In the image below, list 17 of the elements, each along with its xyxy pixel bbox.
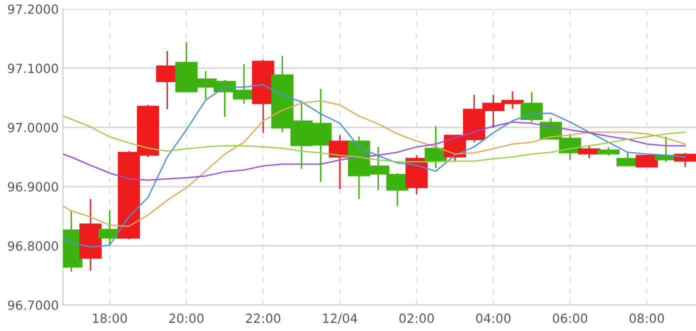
y-tick-label: 97.2000 — [8, 4, 58, 14]
x-tick-label: 22:00 — [246, 314, 280, 324]
candlestick — [674, 152, 696, 168]
x-tick-label: 06:00 — [552, 314, 588, 324]
x-tick-label: 04:00 — [476, 314, 510, 324]
x-tick-label: 18:00 — [93, 314, 127, 324]
candlestick — [636, 154, 658, 168]
x-tick-label: 02:00 — [399, 314, 434, 324]
y-tick-label: 97.1000 — [8, 64, 58, 74]
y-tick-label: 96.9000 — [8, 182, 58, 192]
y-tick-label: 96.7000 — [8, 300, 58, 310]
y-tick-label: 97.0000 — [8, 122, 58, 132]
y-tick-label: 96.8000 — [8, 241, 58, 251]
x-tick-label: 08:00 — [630, 314, 664, 324]
x-tick-label: 12/04 — [323, 314, 358, 324]
candlestick — [578, 144, 600, 159]
x-tick-label: 20:00 — [169, 314, 204, 324]
